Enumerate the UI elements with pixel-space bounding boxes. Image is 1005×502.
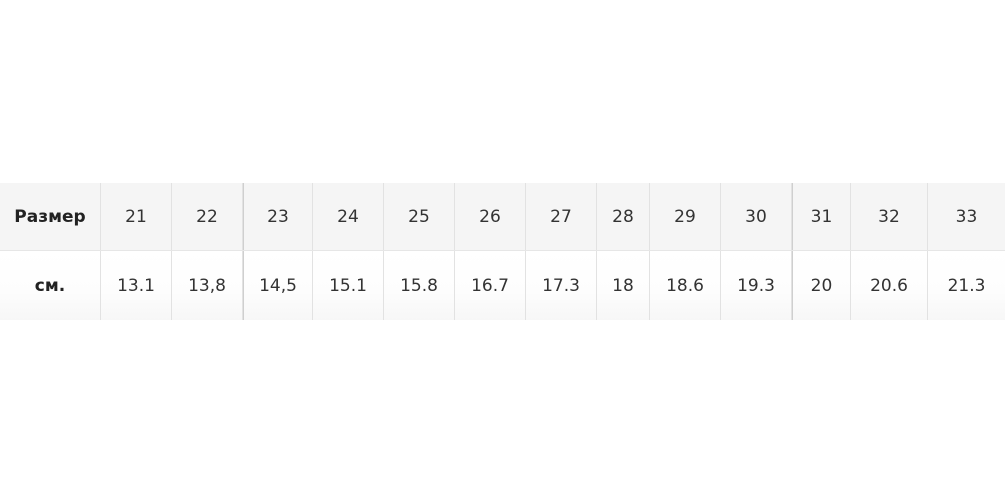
- table-cell: 14,5: [243, 251, 313, 320]
- table-cell: 28: [597, 183, 650, 250]
- row-header: см.: [0, 251, 101, 320]
- table-cell: 27: [526, 183, 597, 250]
- table-cell: 18.6: [650, 251, 721, 320]
- table-cell: 30: [721, 183, 792, 250]
- table-cell: 15.1: [313, 251, 384, 320]
- table-cell: 20.6: [851, 251, 928, 320]
- size-table: Размер 21 22 23 24 25 26 27 28 29 30 31 32 33 см. 13.1 1…: [0, 183, 1005, 320]
- table-row: Размер 21 22 23 24 25 26 27 28 29 30 31 32 33: [0, 183, 1005, 251]
- table-cell: 33: [955, 206, 978, 227]
- table-cell: 25: [384, 183, 455, 250]
- table-cell: 16.7: [455, 251, 526, 320]
- table-cell: 17.3: [526, 251, 597, 320]
- table-cell: 21: [101, 183, 172, 250]
- table-cell: 15.8: [384, 251, 455, 320]
- table-cell: 18: [597, 251, 650, 320]
- table-cell: 22: [172, 183, 243, 250]
- table-cell: 13,8: [172, 251, 243, 320]
- table-cell: 13.1: [101, 251, 172, 320]
- table-cell: 32: [851, 183, 928, 250]
- table-cell: 24: [313, 183, 384, 250]
- table-cell: 29: [650, 183, 721, 250]
- table-cell: 19.3: [721, 251, 792, 320]
- table-cell: 26: [455, 183, 526, 250]
- table-cell: 31: [792, 183, 851, 250]
- table-cell: 23: [243, 183, 313, 250]
- table-row: см. 13.1 13,8 14,5 15.1 15.8 16.7 17.3 18 18.6 19.…: [0, 251, 1005, 320]
- row-header: Размер: [0, 183, 101, 250]
- table-cell: 20: [792, 251, 851, 320]
- table-cell: 21.3: [947, 275, 986, 296]
